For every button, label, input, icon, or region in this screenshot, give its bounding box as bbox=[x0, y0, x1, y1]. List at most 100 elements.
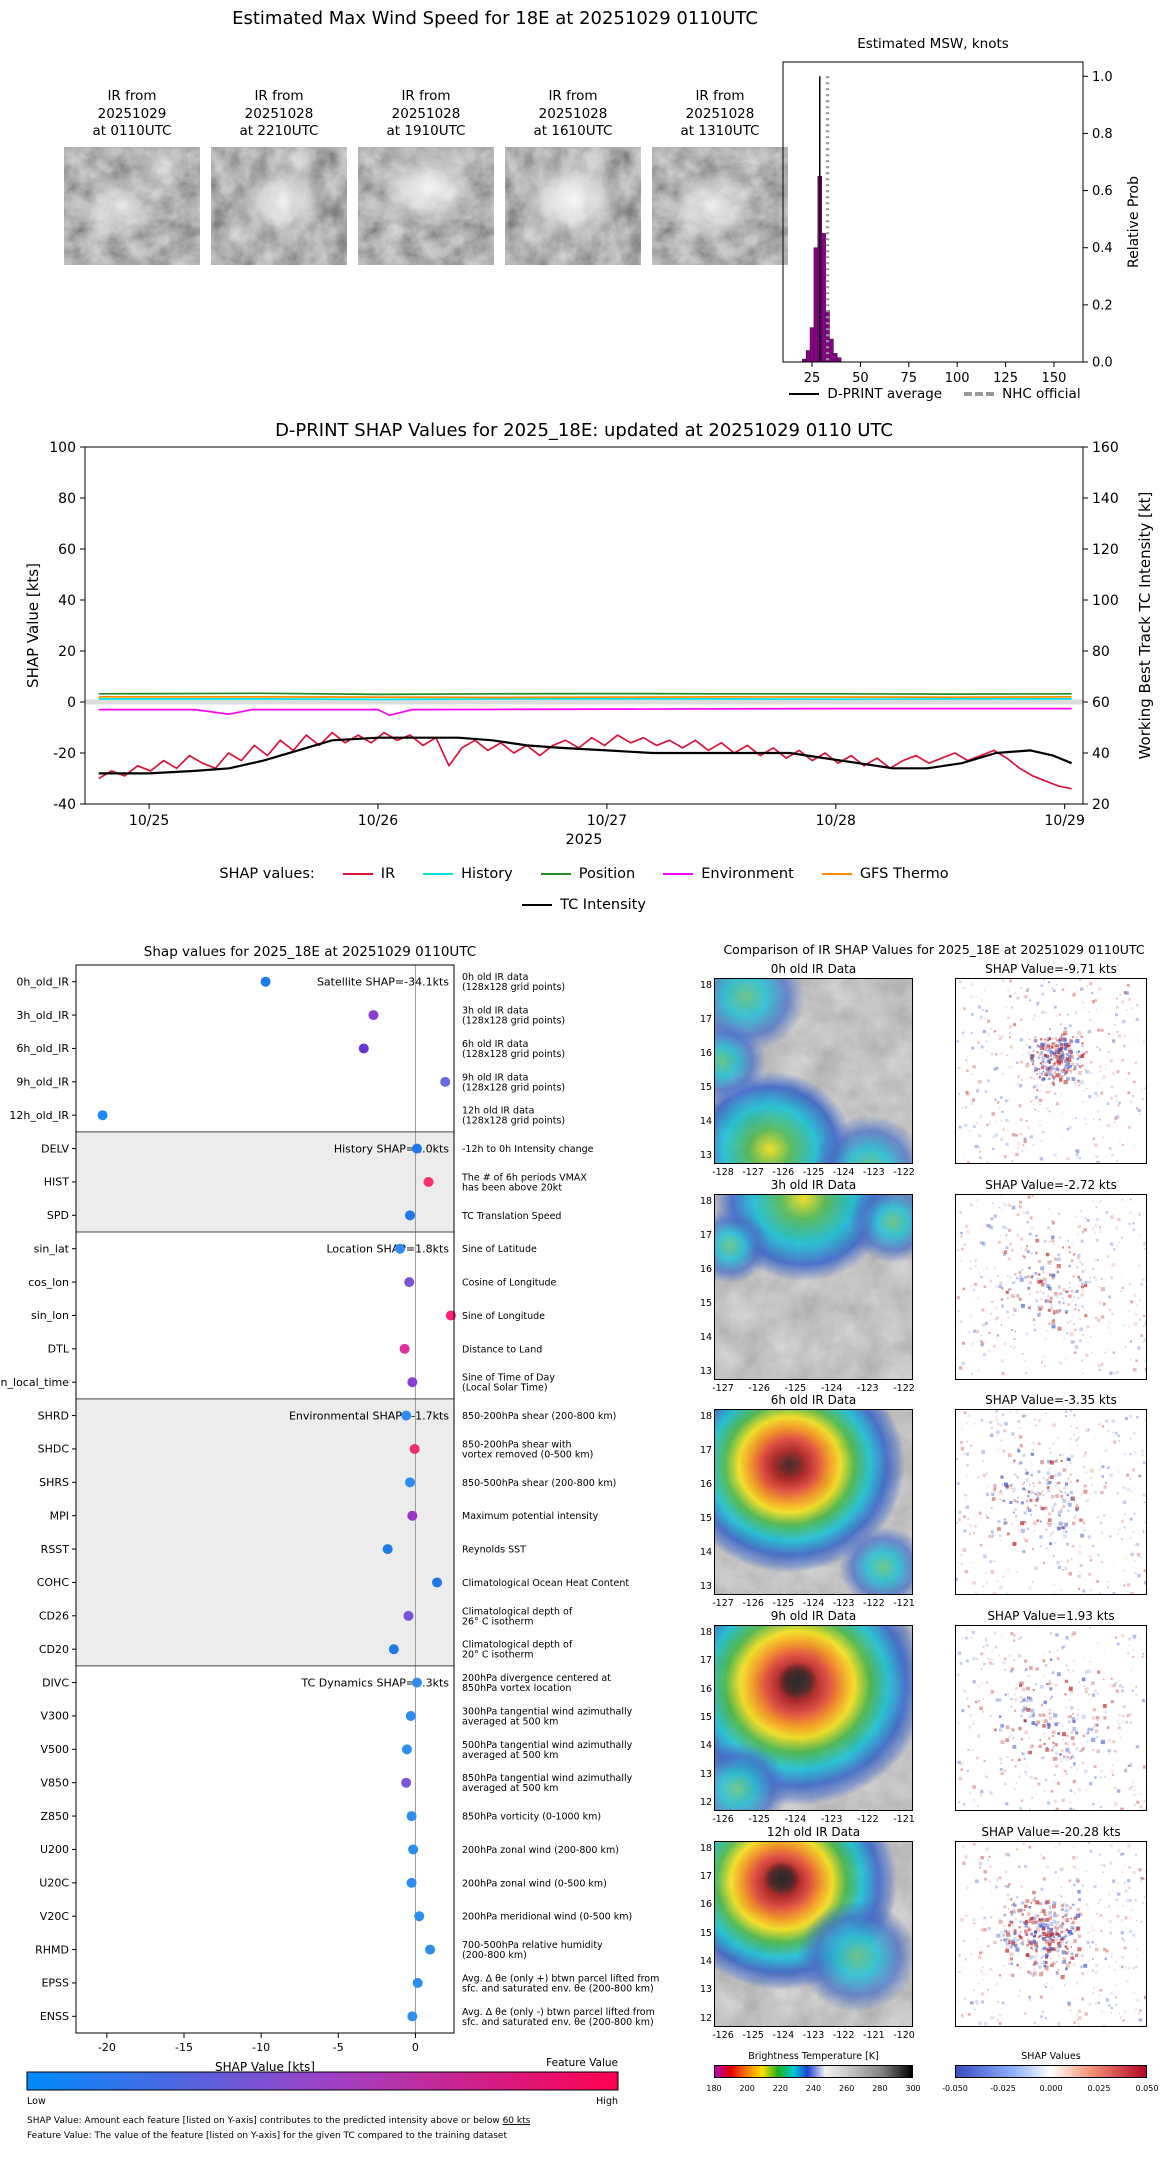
shap-colorbar bbox=[955, 2065, 1147, 2078]
longitude-tick: -123 bbox=[820, 1814, 843, 1826]
feature-label: 3h_old_IR bbox=[16, 1009, 69, 1022]
latitude-tick: 14 bbox=[700, 1956, 713, 1968]
hist-xtick-label: 75 bbox=[901, 371, 918, 386]
line-swatch bbox=[821, 873, 852, 875]
longitude-tick: -126 bbox=[742, 1598, 764, 1610]
series-position bbox=[98, 692, 1072, 696]
feature-label: V500 bbox=[40, 1743, 69, 1756]
longitude-tick: -125 bbox=[802, 1167, 825, 1178]
ts-xtick: 10/25 bbox=[129, 813, 169, 829]
latitude-tick: 13 bbox=[700, 1581, 713, 1593]
shap-dot bbox=[412, 1977, 423, 1988]
longitude-tick: -127 bbox=[712, 1382, 734, 1394]
hist-ytick-label: 0.2 bbox=[1092, 298, 1113, 313]
feature-desc: Sine of Longitude bbox=[462, 1311, 545, 1322]
longitude-tick: -122 bbox=[893, 1167, 915, 1178]
line-swatch bbox=[540, 873, 571, 875]
thumb-label-line: IR from bbox=[107, 88, 157, 104]
feature-label: Z850 bbox=[40, 1810, 69, 1823]
ir-thumbnail: IR from 20251028 at 2210UTC bbox=[211, 88, 347, 265]
longitude-tick: -127 bbox=[742, 1167, 764, 1178]
shap-dot bbox=[404, 1277, 415, 1288]
shap-dot bbox=[440, 1076, 451, 1087]
shap-colorbar-tick: 0.050 bbox=[1135, 2084, 1159, 2093]
dotplot-xtick: -5 bbox=[333, 2041, 344, 2054]
ir-image bbox=[714, 1625, 913, 1812]
longitude-tick: -124 bbox=[832, 1167, 855, 1178]
thumb-label-line: 20251028 bbox=[685, 105, 755, 122]
feature-desc: (128x128 grid points) bbox=[462, 982, 565, 993]
group-band bbox=[76, 1398, 454, 1666]
shap-dot bbox=[403, 1610, 414, 1621]
feature-value-colorbar bbox=[26, 2071, 619, 2091]
ir-thumbnail-image bbox=[64, 146, 200, 265]
line-swatch bbox=[663, 873, 694, 875]
longitude-tick: -124 bbox=[772, 2029, 795, 2041]
dotplot-xtick: -15 bbox=[175, 2041, 193, 2054]
ir-comparison-panel: Comparison of IR SHAP Values for 2025_18… bbox=[700, 934, 1168, 2158]
feature-label: V20C bbox=[40, 1910, 70, 1923]
histogram-legend: D-PRINT average NHC official bbox=[740, 386, 1130, 402]
ir-thumbnail-label: IR from 20251028 at 1310UTC bbox=[652, 88, 788, 141]
feature-desc: 850-200hPa shear (200-800 km) bbox=[462, 1411, 616, 1422]
histogram-bar bbox=[805, 350, 811, 363]
feature-desc: (128x128 grid points) bbox=[462, 1016, 565, 1027]
feature-desc: 200hPa meridional wind (0-500 km) bbox=[462, 1912, 632, 1923]
ts-xlabel: 2025 bbox=[566, 832, 603, 848]
feature-desc: (200-800 km) bbox=[462, 1950, 527, 1961]
latitude-tick: 14 bbox=[700, 1740, 713, 1752]
shap-dot bbox=[401, 1410, 412, 1421]
ir-image-title: 12h old IR Data bbox=[766, 1824, 861, 1839]
latitude-tick: 15 bbox=[700, 1927, 713, 1939]
page-title: Estimated Max Wind Speed for 18E at 2025… bbox=[232, 8, 758, 29]
ts-legend-item: IR bbox=[342, 866, 395, 882]
shap-dot bbox=[406, 1811, 417, 1822]
feature-desc: (128x128 grid points) bbox=[462, 1049, 565, 1060]
latitude-tick: 13 bbox=[700, 1984, 713, 1996]
group-label: Satellite SHAP=-34.1kts bbox=[317, 976, 449, 989]
ts-legend-item: Position bbox=[540, 866, 635, 882]
feature-desc: 200hPa zonal wind (0-500 km) bbox=[462, 1878, 607, 1889]
feature-desc: Sine of Time of Day bbox=[462, 1373, 555, 1384]
thumb-label-line: IR from bbox=[548, 88, 598, 104]
ts-right-tick: 40 bbox=[1092, 746, 1110, 762]
shap-dot bbox=[406, 1877, 417, 1888]
thumb-label-line: at 0110UTC bbox=[92, 123, 172, 140]
thumb-label-line: at 1910UTC bbox=[386, 123, 466, 140]
bt-colorbar-tick: 200 bbox=[739, 2084, 755, 2093]
feature-desc: 6h old IR data bbox=[462, 1039, 528, 1050]
dotplot-xlabel: SHAP Value [kts] bbox=[215, 2060, 315, 2074]
ts-right-tick: 140 bbox=[1092, 491, 1119, 507]
histogram-bar bbox=[813, 247, 819, 363]
latitude-tick: 18 bbox=[700, 1627, 713, 1639]
shap-dot bbox=[407, 1510, 418, 1521]
feature-label: COHC bbox=[37, 1576, 70, 1589]
ts-xtick: 10/28 bbox=[816, 813, 856, 829]
bt-colorbar-tick: 220 bbox=[772, 2084, 788, 2093]
longitude-tick: -122 bbox=[863, 1598, 885, 1610]
shap-colorbar-tick: 0.025 bbox=[1087, 2084, 1111, 2093]
shap-dot bbox=[401, 1744, 412, 1755]
longitude-tick: -122 bbox=[893, 1382, 915, 1394]
longitude-tick: -126 bbox=[772, 1167, 795, 1178]
shap-dot bbox=[368, 1010, 379, 1021]
histogram-bar bbox=[821, 233, 826, 363]
histogram-frame bbox=[782, 61, 1084, 363]
histogram-title: Estimated MSW, knots bbox=[857, 36, 1009, 52]
shap-dot bbox=[405, 1710, 416, 1721]
shap-dot bbox=[411, 1143, 422, 1154]
latitude-tick: 15 bbox=[700, 1513, 713, 1525]
feature-desc: 26° C isotherm bbox=[462, 1616, 534, 1627]
feature-desc: (Local Solar Time) bbox=[462, 1383, 548, 1394]
shap-dot bbox=[408, 1844, 419, 1855]
latitude-tick: 17 bbox=[700, 1014, 713, 1025]
histogram-ylabel: Relative Prob bbox=[1126, 175, 1142, 268]
ir-thumbnail-image bbox=[652, 146, 788, 265]
ts-right-tick: 20 bbox=[1092, 797, 1110, 813]
latitude-tick: 18 bbox=[700, 1411, 713, 1423]
feature-label: DELV bbox=[41, 1142, 69, 1155]
ir-thumbnail-label: IR from 20251028 at 2210UTC bbox=[211, 88, 347, 141]
shap-heatmap-image bbox=[955, 1625, 1147, 1812]
ir-image-title: 6h old IR Data bbox=[770, 1393, 857, 1408]
longitude-tick: -123 bbox=[802, 2029, 825, 2041]
